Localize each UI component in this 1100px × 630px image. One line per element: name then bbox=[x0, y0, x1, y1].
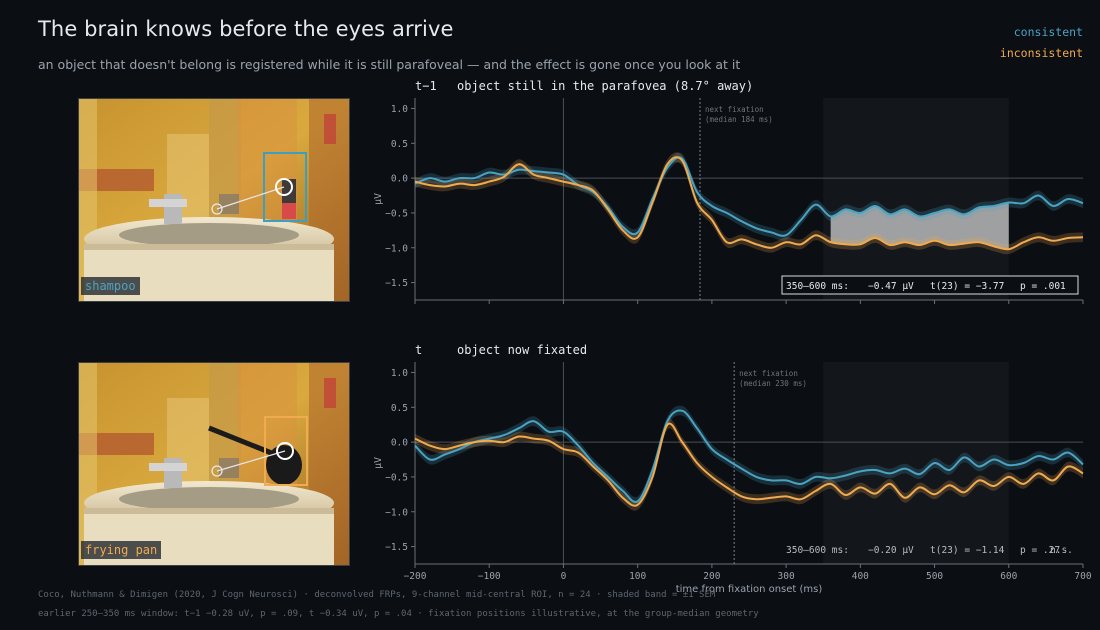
y-axis-label: µV bbox=[373, 193, 384, 205]
x-tick-label: 300 bbox=[778, 571, 795, 582]
chart-panel-1: 1.0 0.5 0.0 −0.5 −1.0 −1.5 µV t−1 object still i… bbox=[373, 79, 1084, 304]
y-tick-label: 1.0 bbox=[391, 368, 408, 379]
y-tick-label: −1.5 bbox=[385, 278, 408, 289]
previous-fixation-marker bbox=[211, 203, 223, 215]
current-fixation-marker bbox=[275, 178, 293, 196]
y-axis-label: µV bbox=[373, 457, 384, 469]
stats-window: 350–600 ms: bbox=[786, 545, 849, 556]
next-fixation-label: next fixation bbox=[739, 369, 798, 378]
legend-inconsistent: inconsistent bbox=[999, 46, 1083, 60]
page-title: The brain knows before the eyes arrive bbox=[38, 17, 454, 41]
series-line-consistent bbox=[414, 409, 1084, 504]
y-tick-label: −0.5 bbox=[385, 472, 408, 483]
x-tick-label: 600 bbox=[1000, 571, 1017, 582]
y-tick-label: 1.0 bbox=[391, 104, 408, 115]
legend-consistent: consistent bbox=[1013, 25, 1083, 39]
x-tick-label: −200 bbox=[404, 571, 427, 582]
x-tick-label: 100 bbox=[629, 571, 646, 582]
next-fixation-median-label: (median 184 ms) bbox=[705, 115, 773, 124]
y-tick-label: 0.0 bbox=[391, 174, 408, 185]
footnote-detail: earlier 250–350 ms window: t−1 −0.28 uV,… bbox=[38, 609, 759, 619]
series-line-consistent bbox=[414, 156, 1084, 237]
chart-panel-2: 1.0 0.5 0.0 −0.5 −1.0 −1.5 µV −200 −100 0 100 200 30… bbox=[373, 343, 1092, 595]
sem-band-inconsistent bbox=[415, 152, 1083, 255]
bathroom-scene-illustration bbox=[79, 363, 349, 565]
panel-title: object still in the parafovea (8.7° away… bbox=[457, 79, 753, 93]
page-subtitle: an object that doesn't belong is registe… bbox=[38, 57, 741, 72]
current-fixation-marker bbox=[276, 442, 294, 460]
stats-significance: n.s. bbox=[1050, 545, 1073, 556]
series-line-inconsistent bbox=[414, 422, 1084, 507]
stats-diff: −0.47 µV bbox=[868, 281, 914, 292]
stats-window: 350–600 ms: bbox=[786, 281, 849, 292]
sem-band-consistent bbox=[415, 152, 1083, 241]
target-object-box bbox=[263, 152, 307, 222]
sem-band-inconsistent bbox=[415, 418, 1083, 511]
x-axis-label: time from fixation onset (ms) bbox=[676, 584, 823, 595]
stats-t: t(23) = −1.14 bbox=[930, 545, 1005, 556]
stats-box bbox=[781, 275, 1079, 295]
y-tick-label: −1.5 bbox=[385, 542, 408, 553]
y-tick-label: −1.0 bbox=[385, 507, 408, 518]
bathroom-scene-illustration bbox=[79, 99, 349, 301]
x-tick-label: 700 bbox=[1074, 571, 1091, 582]
next-fixation-label: next fixation bbox=[705, 105, 764, 114]
x-tick-label: −100 bbox=[478, 571, 501, 582]
stats-p: p = .001 bbox=[1020, 281, 1066, 292]
scene-label-shampoo: shampoo bbox=[81, 277, 140, 295]
y-tick-label: −0.5 bbox=[385, 208, 408, 219]
scene-label-frying-pan: frying pan bbox=[81, 541, 162, 559]
x-tick-label: 500 bbox=[926, 571, 943, 582]
stats-diff: −0.20 µV bbox=[868, 545, 914, 556]
previous-fixation-marker bbox=[211, 465, 223, 477]
series-line-inconsistent bbox=[414, 156, 1084, 251]
x-tick-label: 0 bbox=[561, 571, 567, 582]
footnote-source: Coco, Nuthmann & Dimigen (2020, J Cogn N… bbox=[38, 590, 716, 600]
y-tick-label: −1.0 bbox=[385, 243, 408, 254]
scene-image-shampoo: shampoo bbox=[78, 98, 350, 302]
panel-title: object now fixated bbox=[457, 343, 587, 357]
x-tick-label: 400 bbox=[852, 571, 869, 582]
stats-t: t(23) = −3.77 bbox=[930, 281, 1004, 292]
legend: consistent inconsistent bbox=[1000, 22, 1083, 64]
panel-tag: t−1 bbox=[415, 79, 437, 93]
y-tick-label: 0.5 bbox=[391, 139, 408, 150]
next-fixation-median-label: (median 230 ms) bbox=[739, 379, 807, 388]
analysis-window-shade bbox=[823, 98, 1009, 300]
scene-image-frying-pan: frying pan bbox=[78, 362, 350, 566]
panel-tag: t bbox=[415, 343, 422, 357]
y-tick-label: 0.0 bbox=[391, 438, 408, 449]
y-tick-label: 0.5 bbox=[391, 403, 408, 414]
stats-p: p = .27 bbox=[1020, 545, 1060, 556]
x-tick-label: 200 bbox=[703, 571, 720, 582]
target-object-box bbox=[264, 416, 308, 486]
